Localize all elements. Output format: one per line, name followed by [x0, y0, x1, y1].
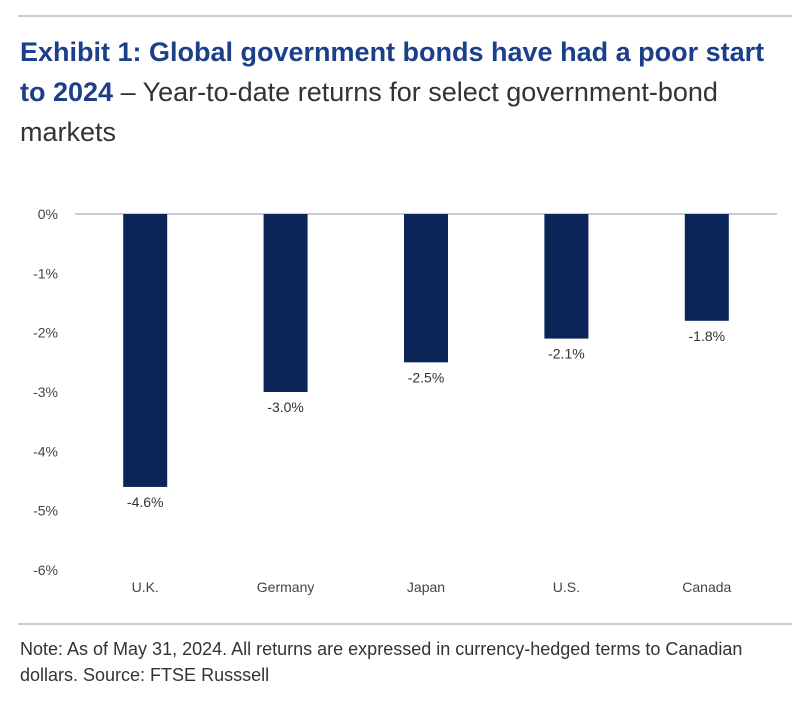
y-tick-label: 0% — [38, 206, 58, 222]
y-tick-label: -4% — [33, 443, 58, 459]
bar-chart: 0% -1% -2% -3% -4% -5% -6% -4.6% U.K. -3.0% German… — [33, 206, 777, 595]
chart-title-main: Exhibit 1: Global government bonds have … — [20, 37, 765, 107]
bar — [263, 214, 308, 392]
bar — [684, 214, 729, 321]
y-tick-label: -3% — [33, 384, 58, 400]
category-label: U.K. — [132, 579, 159, 595]
bar — [404, 214, 448, 363]
category-label: U.S. — [553, 579, 580, 595]
data-label: -1.8% — [689, 328, 726, 344]
bar — [544, 214, 589, 339]
chart-title-separator: – — [113, 77, 143, 107]
category-label: Canada — [682, 579, 731, 595]
data-label: -3.0% — [267, 399, 304, 415]
chart-note: Note: As of May 31, 2024. All returns ar… — [20, 639, 743, 685]
bottom-divider — [18, 623, 792, 625]
chart-title: Exhibit 1: Global government bonds have … — [20, 32, 790, 152]
data-label: -2.1% — [548, 346, 585, 362]
y-tick-label: -6% — [33, 562, 58, 578]
category-label: Japan — [407, 579, 445, 595]
data-label: -4.6% — [127, 494, 164, 510]
y-tick-label: -2% — [33, 325, 58, 341]
y-tick-label: -5% — [33, 503, 58, 519]
bar — [123, 214, 168, 487]
chart-subtitle: Year-to-date returns for select governme… — [20, 77, 718, 147]
category-label: Germany — [257, 579, 315, 595]
data-label: -2.5% — [408, 369, 445, 385]
top-divider — [18, 15, 792, 17]
y-tick-label: -1% — [33, 265, 58, 281]
